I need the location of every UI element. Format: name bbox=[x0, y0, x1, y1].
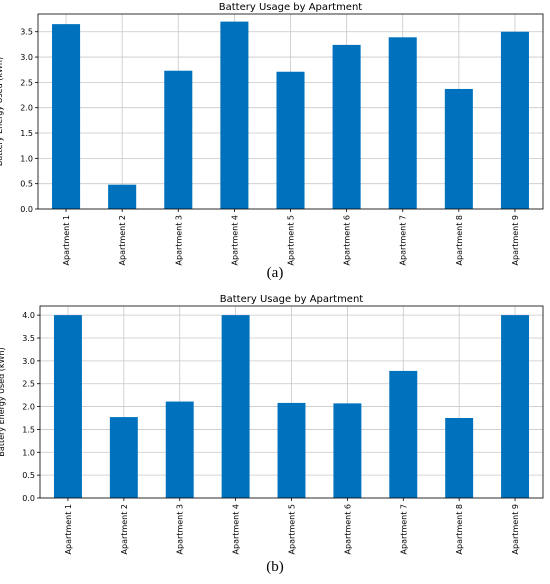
y-axis-label: Battery Energy Used (kWh) bbox=[0, 57, 4, 166]
chart-a: Battery Usage by Apartment Battery Energy… bbox=[0, 2, 544, 265]
bar bbox=[333, 403, 362, 498]
chart-title: Battery Usage by Apartment bbox=[220, 294, 364, 305]
bar bbox=[276, 71, 305, 209]
x-tick-label: Apartment 1 bbox=[62, 215, 71, 265]
y-tick-label: 0.5 bbox=[20, 180, 33, 189]
y-tick-label: 2.5 bbox=[22, 380, 35, 389]
x-tick-label: Apartment 8 bbox=[455, 215, 464, 265]
x-tick-label: Apartment 8 bbox=[455, 504, 464, 554]
bar bbox=[109, 417, 138, 498]
bar bbox=[164, 70, 193, 210]
x-tick-label: Apartment 7 bbox=[399, 215, 408, 265]
y-tick-label: 3.0 bbox=[22, 357, 35, 366]
bar bbox=[444, 88, 473, 209]
x-tick-label: Apartment 7 bbox=[399, 504, 408, 554]
y-tick-label: 1.5 bbox=[20, 129, 33, 138]
bar bbox=[277, 402, 306, 498]
y-tick-label: 1.0 bbox=[22, 448, 35, 457]
x-tick-label: Apartment 6 bbox=[343, 215, 352, 265]
x-tick-label: Apartment 4 bbox=[232, 504, 241, 554]
y-tick-label: 3.5 bbox=[20, 28, 33, 37]
x-tick-label: Apartment 3 bbox=[174, 215, 183, 265]
y-tick-label: 4.0 bbox=[22, 311, 35, 320]
y-tick-label: 0.5 bbox=[22, 471, 35, 480]
y-tick-label: 0.0 bbox=[22, 494, 35, 503]
y-tick-label: 3.0 bbox=[20, 53, 33, 62]
y-axis-label: Battery Energy Used (kWh) bbox=[0, 347, 6, 456]
x-tick-label: Apartment 6 bbox=[343, 504, 352, 554]
bar bbox=[501, 315, 530, 498]
x-tick-label: Apartment 4 bbox=[230, 215, 239, 265]
chart-title: Battery Usage by Apartment bbox=[219, 2, 363, 13]
x-tick-label: Apartment 3 bbox=[176, 504, 185, 554]
chart-b: Battery Usage by Apartment Battery Energy… bbox=[0, 294, 544, 554]
bar bbox=[389, 370, 418, 498]
x-tick-label: Apartment 9 bbox=[511, 215, 520, 265]
caption-a: (a) bbox=[266, 265, 284, 281]
bar bbox=[53, 315, 82, 498]
chart-panel-b: Battery Usage by Apartment Battery Energy… bbox=[0, 292, 550, 584]
y-tick-label: 0.0 bbox=[20, 205, 33, 214]
bar bbox=[165, 401, 194, 498]
bar bbox=[332, 44, 361, 209]
bar bbox=[52, 24, 81, 210]
x-tick-label: Apartment 9 bbox=[511, 504, 520, 554]
y-tick-label: 2.0 bbox=[22, 403, 35, 412]
x-tick-label: Apartment 1 bbox=[64, 504, 73, 554]
bar bbox=[220, 21, 249, 210]
y-tick-label: 3.5 bbox=[22, 334, 35, 343]
y-tick-label: 2.0 bbox=[20, 104, 33, 113]
x-tick-label: Apartment 5 bbox=[287, 215, 296, 265]
bar bbox=[108, 184, 137, 209]
chart-panel-a: Battery Usage by Apartment Battery Energy… bbox=[0, 2, 544, 281]
y-tick-label: 2.5 bbox=[20, 78, 33, 87]
bar bbox=[388, 37, 417, 209]
x-tick-label: Apartment 2 bbox=[120, 504, 129, 554]
y-tick-label: 1.0 bbox=[20, 154, 33, 163]
bar bbox=[221, 315, 250, 498]
x-tick-label: Apartment 2 bbox=[118, 215, 127, 265]
bar bbox=[500, 31, 529, 210]
x-tick-label: Apartment 5 bbox=[288, 504, 297, 554]
bar bbox=[445, 418, 474, 498]
caption-b: (b) bbox=[266, 559, 284, 575]
y-tick-label: 1.5 bbox=[22, 425, 35, 434]
